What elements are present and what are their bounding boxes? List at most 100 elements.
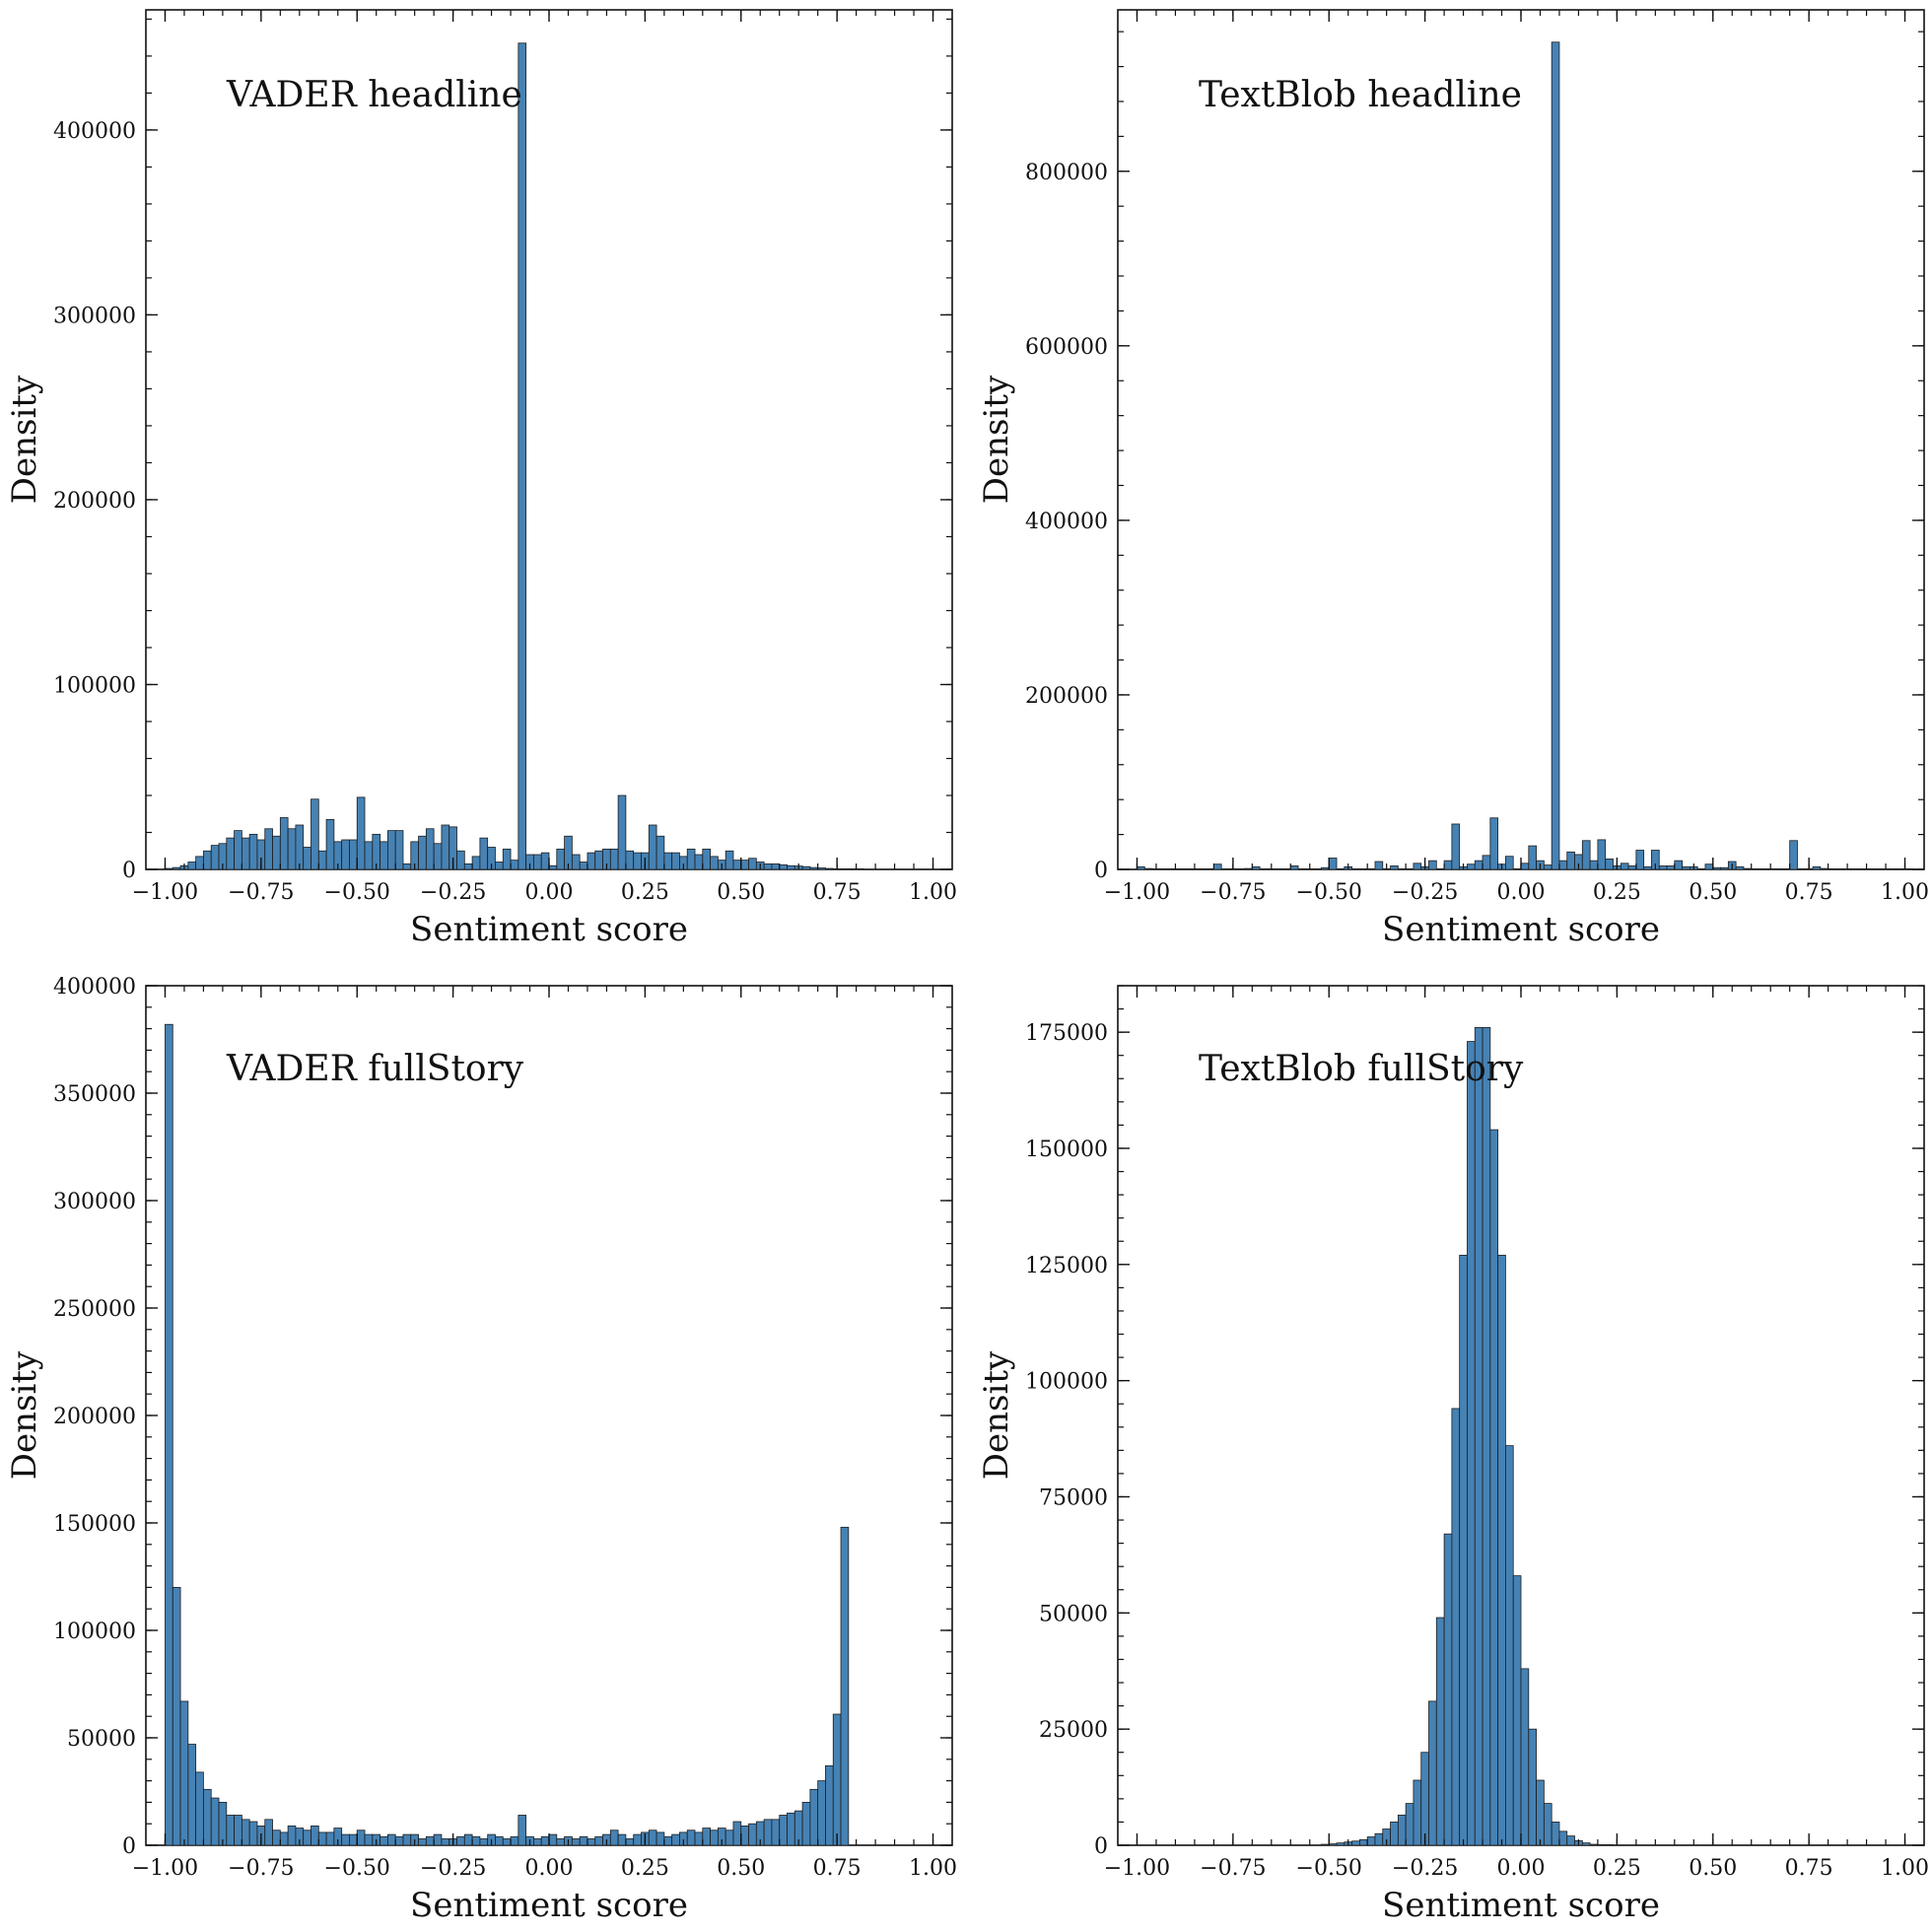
histogram-bar: [740, 1825, 749, 1846]
histogram-bar: [471, 1835, 481, 1846]
histogram-bar: [179, 1700, 189, 1846]
histogram-bar: [471, 856, 481, 870]
histogram-bar: [226, 837, 235, 870]
histogram-bar: [1251, 865, 1261, 870]
histogram-bar: [1467, 1041, 1476, 1846]
histogram-bar: [1605, 1844, 1614, 1846]
histogram-bar: [840, 1526, 850, 1846]
histogram-bar: [463, 1833, 473, 1846]
histogram-bar: [1474, 1027, 1484, 1846]
histogram-bar: [663, 1835, 673, 1846]
histogram-bar: [1137, 865, 1145, 870]
plot-area: [145, 9, 953, 870]
histogram-bar: [1374, 1832, 1384, 1846]
histogram-bar: [1282, 868, 1291, 870]
histogram-bar: [625, 850, 635, 870]
histogram-bar: [648, 824, 657, 870]
histogram-bar: [1658, 865, 1668, 870]
histogram-bar: [1244, 867, 1253, 870]
histogram-bar: [686, 848, 696, 870]
histogram-bar: [1351, 1840, 1360, 1846]
histogram-bar: [1328, 858, 1338, 870]
histogram-bar: [1674, 860, 1684, 870]
x-tick-label: −1.00: [1104, 1856, 1170, 1881]
histogram-bar: [771, 1819, 781, 1846]
histogram-bar: [1321, 866, 1330, 870]
histogram-bar: [656, 1831, 665, 1846]
histogram-bar: [1597, 1844, 1607, 1846]
histogram-bar: [380, 1835, 388, 1846]
histogram-bar: [1435, 868, 1445, 870]
histogram-bar: [310, 1825, 319, 1846]
histogram-bar: [1428, 1700, 1437, 1846]
histogram-bar: [234, 830, 242, 870]
histogram-bar: [710, 856, 719, 870]
histogram-bar: [349, 1833, 358, 1846]
histogram-bar: [272, 835, 281, 870]
histogram-bar: [1720, 866, 1729, 870]
histogram-bar: [1712, 866, 1721, 870]
panel-title: VADER fullStory: [226, 1049, 524, 1089]
x-tick-label: 0.75: [813, 1856, 862, 1881]
histogram-bar: [510, 860, 519, 870]
histogram-bar: [441, 824, 450, 870]
x-tick-label: −0.50: [1296, 880, 1362, 905]
histogram-bar: [248, 833, 258, 870]
histogram-bar: [1413, 862, 1422, 870]
chart-panel-vader-headline: −1.00 −0.75 −0.50 −0.25 0.00 0.25 0.50 0.75 1.00…: [5, 9, 957, 949]
histogram-bar: [579, 1835, 588, 1846]
histogram-bar: [1620, 862, 1629, 870]
histogram-bar: [1666, 865, 1676, 870]
histogram-bar: [724, 1829, 734, 1846]
histogram-bar: [356, 796, 366, 870]
y-tick-label: 0: [122, 859, 136, 883]
histogram-bar: [840, 868, 850, 870]
histogram-bar: [702, 848, 711, 870]
y-tick-label: 800000: [1025, 161, 1108, 185]
histogram-bar: [1751, 868, 1760, 870]
histogram-bar: [609, 848, 619, 870]
histogram-bar: [548, 864, 558, 870]
chart-panel-vader-fullstory: −1.00 −0.75 −0.50 −0.25 0.00 0.25 0.50 0.75 1.00…: [5, 975, 957, 1925]
histogram-bar: [287, 1825, 297, 1846]
histogram-bar: [732, 1821, 742, 1846]
histogram-bar: [633, 1833, 642, 1846]
histogram-bar: [1374, 861, 1384, 870]
histogram-bar: [165, 867, 173, 870]
histogram-bar: [1359, 1838, 1368, 1846]
x-tick-label: −0.50: [324, 1856, 390, 1881]
histogram-bar: [856, 868, 864, 870]
histogram-bar: [1413, 1779, 1422, 1846]
histogram-bar: [1835, 868, 1844, 870]
histogram-bar: [1627, 865, 1637, 870]
histogram-bar: [1566, 851, 1575, 870]
histogram-bar: [1605, 858, 1614, 870]
y-tick-label: 0: [1094, 859, 1108, 883]
histogram-bar: [556, 1838, 565, 1846]
histogram-bar: [533, 1838, 542, 1846]
histogram-bar: [825, 867, 834, 870]
histogram-bar: [479, 1838, 489, 1846]
histogram-bar: [279, 817, 289, 870]
histogram-bar: [1328, 1843, 1338, 1846]
histogram-bar: [1589, 1843, 1599, 1846]
histogram-bar: [172, 1587, 181, 1846]
x-tick-label: −0.50: [324, 880, 390, 905]
histogram-bar: [817, 867, 826, 870]
histogram-bar: [1443, 1533, 1453, 1846]
histogram-bar: [325, 1831, 335, 1846]
histogram-bar: [248, 1821, 258, 1846]
histogram-bar: [533, 854, 542, 870]
histogram-bar: [1743, 867, 1753, 870]
x-tick-label: 1.00: [909, 1856, 957, 1881]
histogram-bar: [495, 862, 504, 870]
histogram-bar: [779, 863, 788, 870]
histogram-bar: [187, 862, 197, 870]
histogram-bar: [617, 794, 627, 870]
histogram-bar: [210, 845, 220, 870]
histogram-bar: [518, 1815, 527, 1846]
histogram-bar: [210, 1797, 220, 1846]
histogram-bar: [1551, 41, 1560, 870]
x-tick-label: −1.00: [132, 1856, 198, 1881]
histogram-bar: [801, 1802, 811, 1846]
